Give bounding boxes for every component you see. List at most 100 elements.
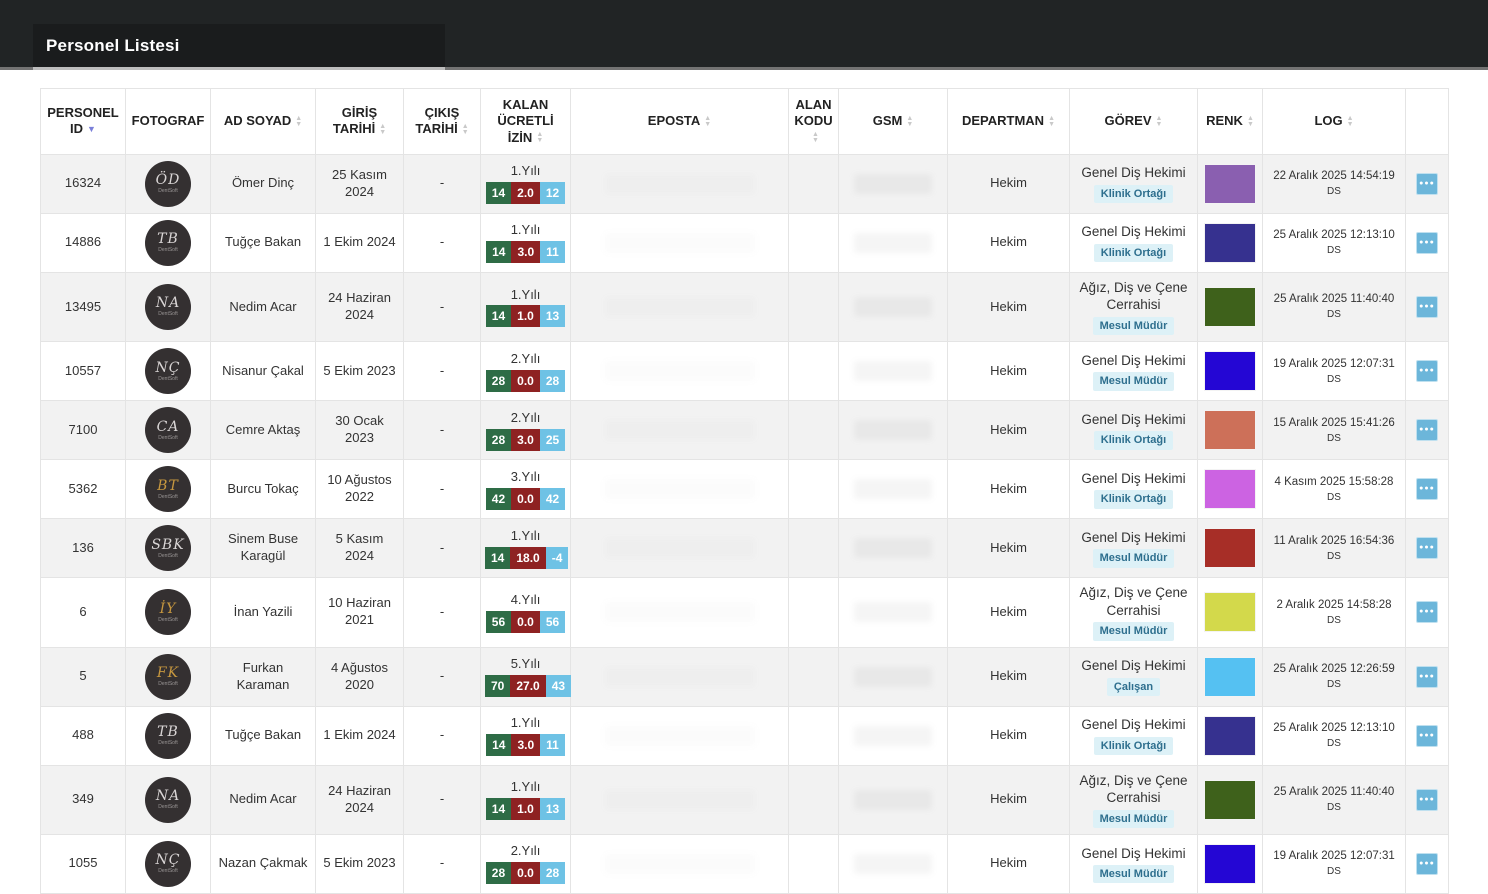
- log-cell: 11 Aralık 2025 16:54:36 DS: [1262, 518, 1406, 579]
- gsm-cell: [838, 212, 948, 273]
- column-header-id[interactable]: PERSONEL ID ▼: [40, 88, 126, 155]
- leave-used-badge: 0.0: [511, 610, 540, 633]
- avatar: TB DentSoft: [145, 219, 191, 266]
- redacted-email-blob: [605, 726, 755, 746]
- actions-cell: ●●●: [1405, 153, 1449, 214]
- log-cell: 25 Aralık 2025 12:26:59 DS: [1262, 646, 1406, 707]
- sort-icon[interactable]: ▲ ▼: [461, 122, 469, 136]
- column-header-izin[interactable]: KALAN ÜCRETLİ İZİN ▲ ▼: [480, 88, 571, 155]
- role-badge: Klinik Ortağı: [1093, 431, 1174, 450]
- sort-icon[interactable]: ▲ ▼: [379, 122, 387, 136]
- leave-entitled-badge: 28: [485, 369, 512, 392]
- actions-cell: ●●●: [1405, 577, 1449, 648]
- table-row: 349 NA DentSoft Nedim Acar 24 Haziran 20…: [40, 764, 1449, 835]
- email-cell: [570, 518, 789, 579]
- row-actions-button[interactable]: ●●●: [1416, 231, 1438, 254]
- color-swatch: [1204, 715, 1256, 756]
- log-cell: 25 Aralık 2025 11:40:40 DS: [1262, 764, 1406, 835]
- sort-icon[interactable]: ▲ ▼: [1155, 114, 1163, 128]
- column-header-renk[interactable]: RENK ▲ ▼: [1197, 88, 1263, 155]
- sort-icon[interactable]: ▲ ▼: [1246, 114, 1254, 128]
- sort-icon[interactable]: ▲ ▼: [1346, 114, 1354, 128]
- department-cell: Hekim: [947, 212, 1070, 273]
- column-header-name[interactable]: AD SOYAD ▲ ▼: [210, 88, 316, 155]
- avatar-initials: NA: [155, 295, 181, 312]
- ellipsis-icon: ●●●: [1419, 179, 1435, 187]
- log-user: DS: [1327, 614, 1341, 626]
- photo-cell: TB DentSoft: [125, 212, 211, 273]
- leave-badges: 14 1.0 13: [485, 305, 566, 328]
- role-title: Ağız, Diş ve Çene Cerrahisi: [1079, 279, 1188, 313]
- entry-date-cell: 24 Haziran 2024: [315, 764, 404, 835]
- sort-icon[interactable]: ▲ ▼: [704, 114, 712, 128]
- column-header-actions: [1405, 88, 1449, 155]
- role-badge: Mesul Müdür: [1092, 622, 1175, 641]
- row-actions-button[interactable]: ●●●: [1416, 601, 1438, 624]
- row-actions-button[interactable]: ●●●: [1416, 172, 1438, 195]
- column-header-gorev[interactable]: GÖREV ▲ ▼: [1069, 88, 1198, 155]
- name-cell: Nazan Çakmak: [210, 833, 316, 894]
- role-cell: Ağız, Diş ve Çene Cerrahisi Mesul Müdür: [1069, 764, 1198, 835]
- column-label: ÇIKIŞ TARİHİ: [415, 105, 460, 137]
- table-container: PERSONEL ID ▼ FOTOGRAF AD SOYAD ▲ ▼ GİRİŞ TAR…: [0, 70, 1488, 894]
- leave-remaining-badge: 11: [540, 241, 565, 264]
- column-label: FOTOGRAF: [131, 113, 205, 129]
- gsm-cell: [838, 764, 948, 835]
- table-row: 6 İY DentSoft İnan Yazili 10 Haziran 202…: [40, 577, 1449, 648]
- column-header-departman[interactable]: DEPARTMAN ▲ ▼: [947, 88, 1070, 155]
- actions-cell: ●●●: [1405, 646, 1449, 707]
- sort-icon[interactable]: ▲ ▼: [536, 131, 544, 145]
- column-header-alan[interactable]: ALAN KODU ▲ ▼: [788, 88, 839, 155]
- personnel-id-cell: 16324: [40, 153, 126, 214]
- row-actions-button[interactable]: ●●●: [1416, 788, 1438, 811]
- actions-cell: ●●●: [1405, 212, 1449, 273]
- sort-icon[interactable]: ▲ ▼: [1048, 114, 1056, 128]
- leave-remaining-badge: 42: [539, 487, 566, 510]
- column-header-exit[interactable]: ÇIKIŞ TARİHİ ▲ ▼: [403, 88, 481, 155]
- entry-date-cell: 5 Kasım 2024: [315, 518, 404, 579]
- avatar-brand-label: DentSoft: [158, 434, 178, 441]
- leave-year-label: 2.Yılı: [510, 409, 541, 425]
- row-actions-button[interactable]: ●●●: [1416, 852, 1438, 875]
- sort-icon[interactable]: ▲ ▼: [812, 131, 819, 145]
- department-cell: Hekim: [947, 518, 1070, 579]
- row-actions-button[interactable]: ●●●: [1416, 360, 1438, 383]
- log-date: 19 Aralık 2025 12:07:31: [1273, 850, 1395, 863]
- redacted-gsm-blob: [854, 538, 932, 559]
- sort-icon[interactable]: ▲ ▼: [906, 114, 914, 128]
- redacted-gsm-blob: [854, 725, 932, 746]
- ellipsis-icon: ●●●: [1419, 238, 1435, 246]
- color-cell: [1197, 518, 1263, 579]
- column-header-eposta[interactable]: EPOSTA ▲ ▼: [570, 88, 789, 155]
- role-badge: Çalışan: [1106, 677, 1161, 696]
- row-actions-button[interactable]: ●●●: [1416, 665, 1438, 688]
- log-cell: 19 Aralık 2025 12:07:31 DS: [1262, 341, 1406, 402]
- gsm-cell: [838, 153, 948, 214]
- row-actions-button[interactable]: ●●●: [1416, 724, 1438, 747]
- exit-date-cell: -: [403, 705, 481, 766]
- personnel-list-tab[interactable]: Personel Listesi: [33, 24, 445, 70]
- color-swatch: [1204, 222, 1256, 263]
- personnel-id-cell: 14886: [40, 212, 126, 273]
- email-cell: [570, 459, 789, 520]
- redacted-gsm-blob: [854, 173, 932, 194]
- row-actions-button[interactable]: ●●●: [1416, 537, 1438, 560]
- entry-date-cell: 10 Ağustos 2022: [315, 459, 404, 520]
- column-header-log[interactable]: LOG ▲ ▼: [1262, 88, 1406, 155]
- leave-used-badge: 0.0: [511, 862, 540, 885]
- department-cell: Hekim: [947, 705, 1070, 766]
- gsm-cell: [838, 518, 948, 579]
- remaining-leave-cell: 1.Yılı 14 3.0 11: [480, 212, 571, 273]
- role-cell: Genel Diş Hekimi Mesul Müdür: [1069, 341, 1198, 402]
- name-cell: Burcu Tokaç: [210, 459, 316, 520]
- column-header-entry[interactable]: GİRİŞ TARİHİ ▲ ▼: [315, 88, 404, 155]
- row-actions-button[interactable]: ●●●: [1416, 478, 1438, 501]
- row-actions-button[interactable]: ●●●: [1416, 419, 1438, 442]
- row-actions-button[interactable]: ●●●: [1416, 295, 1438, 318]
- column-header-gsm[interactable]: GSM ▲ ▼: [838, 88, 948, 155]
- gsm-cell: [838, 577, 948, 648]
- page-title: Personel Listesi: [46, 35, 180, 55]
- sort-desc-icon[interactable]: ▼: [87, 124, 96, 135]
- log-cell: 22 Aralık 2025 14:54:19 DS: [1262, 153, 1406, 214]
- sort-icon[interactable]: ▲ ▼: [295, 114, 303, 128]
